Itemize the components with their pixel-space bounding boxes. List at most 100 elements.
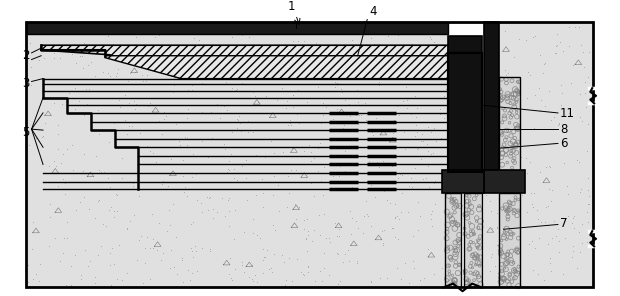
Point xyxy=(156,258,166,263)
Point xyxy=(75,54,85,59)
Point xyxy=(360,67,370,72)
Point xyxy=(337,89,347,94)
Point xyxy=(237,164,247,168)
Point xyxy=(94,167,104,172)
Point xyxy=(95,243,105,248)
Point xyxy=(232,87,242,91)
Point xyxy=(565,80,575,85)
Point xyxy=(55,56,65,61)
Point xyxy=(314,213,324,217)
Point xyxy=(79,41,89,45)
Point xyxy=(136,234,146,238)
Point xyxy=(313,146,323,151)
Bar xyxy=(464,193,482,287)
Point xyxy=(430,39,440,44)
Point xyxy=(197,201,206,205)
Point xyxy=(154,33,164,38)
Point xyxy=(124,123,134,128)
Point xyxy=(252,233,262,238)
Point xyxy=(539,62,549,67)
Point xyxy=(550,50,560,55)
Point xyxy=(123,79,133,83)
Point xyxy=(332,106,342,111)
Point xyxy=(378,229,388,234)
Point xyxy=(534,86,544,91)
Point xyxy=(529,191,539,196)
Bar xyxy=(26,22,448,34)
Point xyxy=(366,279,376,284)
Point xyxy=(370,41,379,46)
Point xyxy=(394,176,404,180)
Point xyxy=(580,79,590,84)
Point xyxy=(76,272,86,277)
Point xyxy=(366,182,376,187)
Point xyxy=(339,54,348,58)
Point xyxy=(375,276,385,281)
Point xyxy=(62,220,72,225)
Point xyxy=(382,275,392,280)
Point xyxy=(575,249,585,254)
Point xyxy=(75,200,85,205)
Bar xyxy=(484,22,498,170)
Point xyxy=(539,61,549,66)
Point xyxy=(269,173,279,178)
Point xyxy=(219,104,229,109)
Point xyxy=(396,277,406,281)
Point xyxy=(345,114,355,118)
Point xyxy=(333,281,343,286)
Point xyxy=(351,113,361,118)
Point xyxy=(513,94,523,99)
Point xyxy=(175,68,185,73)
Point xyxy=(131,102,141,107)
Point xyxy=(247,263,257,268)
Point xyxy=(280,283,290,288)
Point xyxy=(353,22,363,27)
Point xyxy=(133,43,143,47)
Point xyxy=(310,279,320,284)
Point xyxy=(536,98,546,102)
Point xyxy=(544,89,554,93)
Point xyxy=(224,195,234,200)
Point xyxy=(188,255,198,259)
Point xyxy=(156,60,166,65)
Point xyxy=(328,173,338,178)
Point xyxy=(373,89,383,93)
Point xyxy=(199,28,209,33)
Point xyxy=(273,182,283,187)
Point xyxy=(413,200,423,205)
Point xyxy=(546,260,556,265)
Point xyxy=(340,98,350,102)
Point xyxy=(569,62,578,67)
Point xyxy=(232,126,242,130)
Point xyxy=(345,136,355,141)
Point xyxy=(486,141,496,146)
Point xyxy=(547,236,557,240)
Point xyxy=(197,138,206,143)
Point xyxy=(512,270,522,275)
Point xyxy=(162,161,172,166)
Point xyxy=(188,36,198,40)
Point xyxy=(525,73,535,78)
Point xyxy=(416,156,426,161)
Point xyxy=(230,207,240,212)
Point xyxy=(435,107,445,112)
Point xyxy=(228,35,237,39)
Point xyxy=(71,208,81,213)
Point xyxy=(521,171,531,176)
Text: 2: 2 xyxy=(22,49,30,62)
Point xyxy=(224,224,234,229)
Point xyxy=(84,86,94,91)
Point xyxy=(316,120,326,125)
Point xyxy=(58,177,68,181)
Point xyxy=(309,43,319,47)
Point xyxy=(158,250,168,255)
Point xyxy=(407,24,417,28)
Point xyxy=(26,82,36,87)
Point xyxy=(485,111,495,116)
Point xyxy=(58,251,68,255)
Bar xyxy=(464,193,482,287)
Point xyxy=(91,153,100,158)
Point xyxy=(259,191,268,196)
Point xyxy=(187,175,197,179)
Point xyxy=(103,70,113,75)
